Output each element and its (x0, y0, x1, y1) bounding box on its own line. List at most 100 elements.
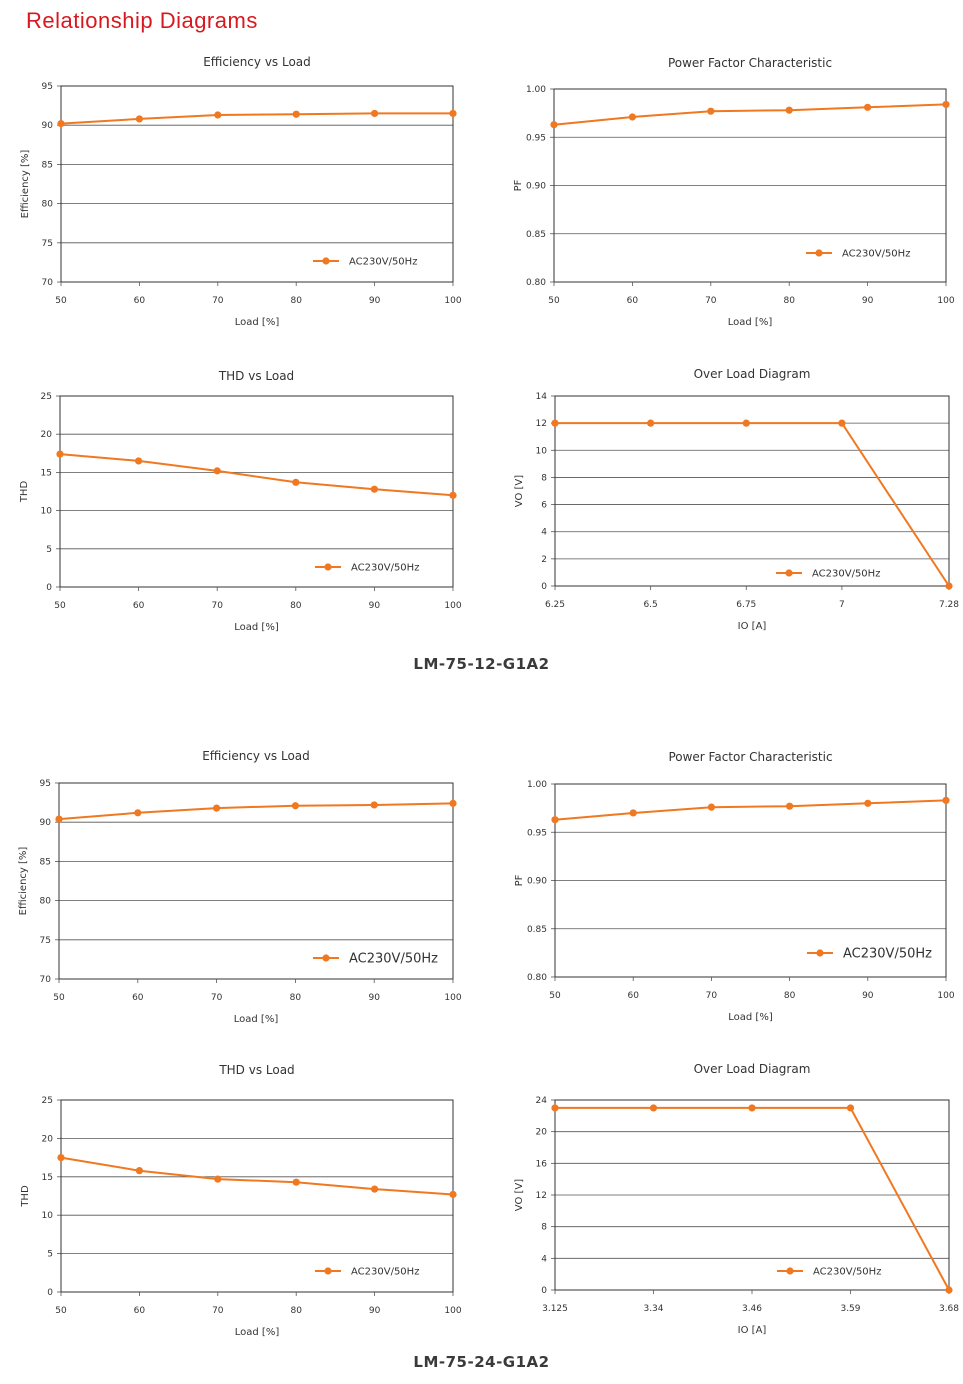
x-tick-label: 70 (212, 1306, 224, 1316)
x-tick-label: 60 (132, 993, 144, 1003)
y-tick-label: 8 (541, 1223, 547, 1233)
chart-8: Over Load Diagram 0 4 8 12 16 20 24 3.125 3.34 3.4… (514, 1062, 959, 1336)
y-tick-label: 2 (541, 555, 547, 565)
x-tick-label: 70 (211, 993, 223, 1003)
y-tick-label: 95 (40, 779, 51, 789)
y-tick-label: 25 (42, 1096, 53, 1106)
data-point (370, 485, 378, 493)
y-axis-label: PF (514, 874, 525, 886)
x-tick-label: 90 (369, 296, 381, 306)
data-point (56, 450, 64, 458)
x-tick-label: 90 (368, 993, 380, 1003)
x-tick-label: 60 (627, 296, 639, 306)
data-point (291, 802, 299, 810)
legend-marker (816, 949, 824, 957)
chart-1: Efficiency vs Load 70 75 80 85 90 95 50 60 70 80 90… (20, 55, 462, 328)
x-tick-label: 60 (134, 1306, 146, 1316)
data-point (55, 815, 63, 823)
section-title-12v: LM-75-12-G1A2 (413, 655, 550, 673)
y-tick-label: 25 (41, 392, 52, 402)
data-point (838, 419, 846, 427)
legend-label: AC230V/50Hz (842, 249, 910, 260)
y-tick-label: 10 (42, 1211, 54, 1221)
chart-title: THD vs Load (218, 1063, 294, 1077)
y-tick-label: 0.85 (526, 230, 546, 240)
data-point (371, 1185, 379, 1193)
x-tick-label: 100 (444, 296, 461, 306)
y-tick-label: 0.90 (526, 182, 546, 192)
x-tick-label: 7 (839, 600, 845, 610)
data-point (292, 1178, 300, 1186)
x-tick-label: 3.59 (840, 1304, 860, 1314)
y-tick-label: 6 (541, 501, 547, 511)
y-tick-label: 12 (536, 1191, 547, 1201)
y-tick-label: 95 (42, 82, 53, 92)
series-line (58, 802, 454, 821)
x-tick-label: 100 (937, 296, 954, 306)
data-point (292, 478, 300, 486)
y-tick-label: 0.95 (526, 133, 546, 143)
y-tick-label: 75 (42, 239, 53, 249)
x-tick-label: 80 (290, 296, 302, 306)
y-tick-label: 20 (536, 1128, 548, 1138)
data-point (213, 804, 221, 812)
data-point (134, 809, 142, 817)
data-point (449, 1190, 457, 1199)
x-tick-label: 90 (369, 1306, 381, 1316)
data-point (551, 1104, 559, 1112)
data-point (214, 1175, 222, 1183)
data-point (371, 109, 379, 118)
data-point (945, 582, 953, 590)
legend-label: AC230V/50Hz (813, 1267, 881, 1278)
x-tick-label: 50 (55, 296, 67, 306)
y-tick-label: 4 (541, 1254, 547, 1264)
data-point (864, 103, 872, 111)
y-tick-label: 0 (541, 582, 547, 592)
chart-title: Power Factor Characteristic (668, 750, 832, 764)
x-tick-label: 100 (444, 1306, 461, 1316)
plot-frame (58, 782, 454, 980)
legend-label: AC230V/50Hz (349, 257, 417, 268)
data-point (785, 106, 793, 114)
y-tick-label: 90 (42, 121, 54, 131)
x-tick-label: 70 (212, 296, 224, 306)
x-tick-label: 6.75 (736, 600, 756, 610)
x-tick-label: 80 (290, 1306, 302, 1316)
data-point (370, 801, 378, 809)
legend-label: AC230V/50Hz (351, 563, 419, 574)
x-tick-label: 6.5 (643, 600, 657, 610)
y-tick-label: 0 (46, 583, 52, 593)
y-axis-label: PF (513, 179, 524, 191)
x-axis-label: IO [A] (738, 1325, 767, 1336)
chart-title: Efficiency vs Load (202, 749, 310, 763)
data-point (449, 491, 457, 499)
data-point (945, 1286, 953, 1294)
data-point (135, 115, 143, 123)
legend-marker (324, 563, 332, 571)
data-point (786, 802, 794, 810)
y-tick-label: 10 (41, 507, 53, 517)
x-tick-label: 80 (290, 601, 302, 611)
plot-frame (554, 395, 950, 587)
plot-frame (60, 1099, 454, 1293)
data-point (742, 419, 750, 427)
y-tick-label: 20 (41, 430, 53, 440)
series-line (553, 103, 947, 126)
y-tick-label: 16 (536, 1159, 548, 1169)
y-tick-label: 80 (42, 200, 54, 210)
legend-marker (322, 257, 330, 265)
data-point (213, 467, 221, 475)
x-tick-label: 60 (133, 601, 145, 611)
x-tick-label: 90 (369, 601, 381, 611)
y-axis-label: THD (20, 1185, 31, 1208)
x-axis-label: Load [%] (235, 317, 280, 328)
x-tick-label: 90 (862, 991, 874, 1001)
x-tick-label: 50 (549, 991, 561, 1001)
data-point (57, 1154, 65, 1162)
legend-marker (785, 569, 793, 577)
y-tick-label: 85 (42, 160, 53, 170)
x-tick-label: 50 (548, 296, 560, 306)
section-title-24v: LM-75-24-G1A2 (413, 1353, 550, 1371)
y-tick-label: 1.00 (526, 85, 546, 95)
data-point (449, 109, 457, 118)
